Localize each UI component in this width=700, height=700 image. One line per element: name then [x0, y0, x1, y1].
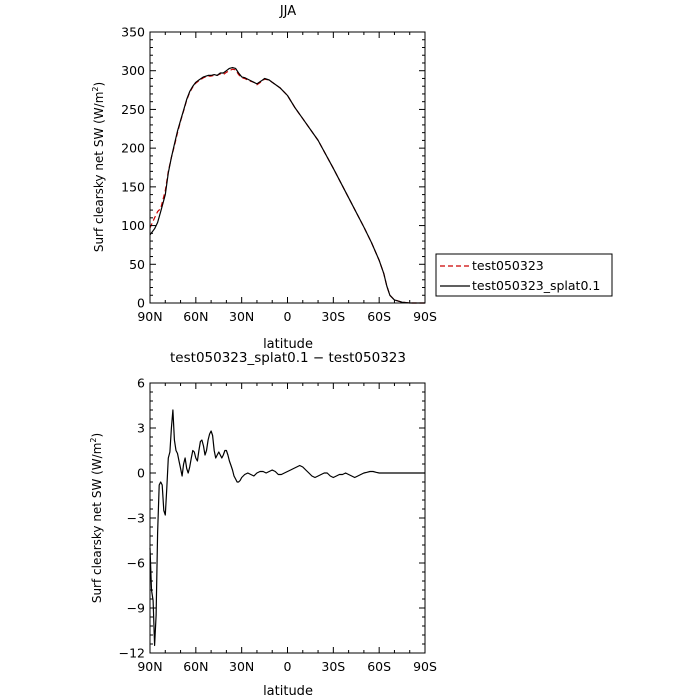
- bottom-x-tick-label: 60S: [367, 659, 391, 674]
- bottom-y-axis-label: Surf clearsky net SW (W/m2): [89, 433, 104, 603]
- bottom-chart-title: test050323_splat0.1 − test050323: [170, 350, 406, 366]
- top-x-tick-label: 30N: [229, 309, 254, 324]
- bottom-x-axis-label: latitude: [263, 684, 313, 699]
- legend-label-test050323-splat0.1: test050323_splat0.1: [472, 278, 600, 293]
- top-y-tick-label: 350: [121, 25, 145, 40]
- bottom-y-tick-label: −12: [119, 646, 145, 661]
- bottom-axes-layer: 90N 60N 30N 0 30S 60S 90S −12 −9 −6 −3 0 3 6: [119, 376, 437, 675]
- top-y-tick-label: 250: [121, 102, 145, 117]
- bottom-x-tick-label: 30S: [321, 659, 345, 674]
- top-plot-area: [150, 32, 425, 303]
- top-series-layer: [149, 67, 425, 304]
- top-y-axis-label: Surf clearsky net SW (W/m2): [91, 82, 106, 252]
- top-x-tick-label: 90N: [137, 309, 162, 324]
- bottom-plot-area: [150, 383, 425, 653]
- bottom-series-line-difference: [149, 409, 425, 647]
- bottom-y-tick-label: −6: [127, 556, 145, 571]
- bottom-x-tick-label: 30N: [229, 659, 254, 674]
- bottom-x-tick-label: 90N: [137, 659, 162, 674]
- top-plot-background: [150, 32, 425, 303]
- top-axes-layer: 90N 60N 30N 0 30S 60S 90S 0 50 100 150 200 250 300 350: [121, 25, 437, 325]
- bottom-series-layer: [149, 409, 425, 647]
- top-x-axis-label: latitude: [263, 337, 313, 352]
- top-x-tick-label: 60S: [367, 309, 391, 324]
- top-y-tick-label: 0: [137, 296, 145, 311]
- bottom-chart: test050323_splat0.1 − test050323 90N 60N 3…: [89, 350, 437, 699]
- top-x-tick-label: 90S: [413, 309, 437, 324]
- bottom-y-tick-label: −9: [127, 601, 145, 616]
- bottom-x-tick-label: 90S: [413, 659, 437, 674]
- bottom-y-tick-label: −3: [127, 511, 145, 526]
- bottom-x-tick-label: 0: [284, 659, 292, 674]
- bottom-y-tick-label: 0: [137, 466, 145, 481]
- top-x-tick-label: 0: [284, 309, 292, 324]
- legend-label-test050323: test050323: [472, 258, 544, 273]
- bottom-plot-background: [150, 383, 425, 653]
- top-x-tick-label: 30S: [321, 309, 345, 324]
- bottom-y-tick-label: 6: [137, 376, 145, 391]
- top-y-tick-label: 200: [121, 141, 145, 156]
- top-y-tick-label: 50: [129, 257, 145, 272]
- bottom-y-tick-label: 3: [137, 421, 145, 436]
- top-chart-title: JJA: [279, 4, 296, 19]
- legend: test050323 test050323_splat0.1: [435, 253, 613, 297]
- bottom-x-tick-label: 60N: [183, 659, 208, 674]
- top-y-tick-label: 300: [121, 63, 145, 78]
- legend-box: [435, 253, 613, 297]
- top-y-tick-label: 150: [121, 179, 145, 194]
- top-series-line-test050323-splat0-1: [149, 67, 425, 304]
- top-y-tick-label: 100: [121, 218, 145, 233]
- top-x-tick-label: 60N: [183, 309, 208, 324]
- top-chart: JJA 90N 60N 30N 0 30S 60S 90S 0 50 100 150 200 250 30…: [91, 4, 437, 352]
